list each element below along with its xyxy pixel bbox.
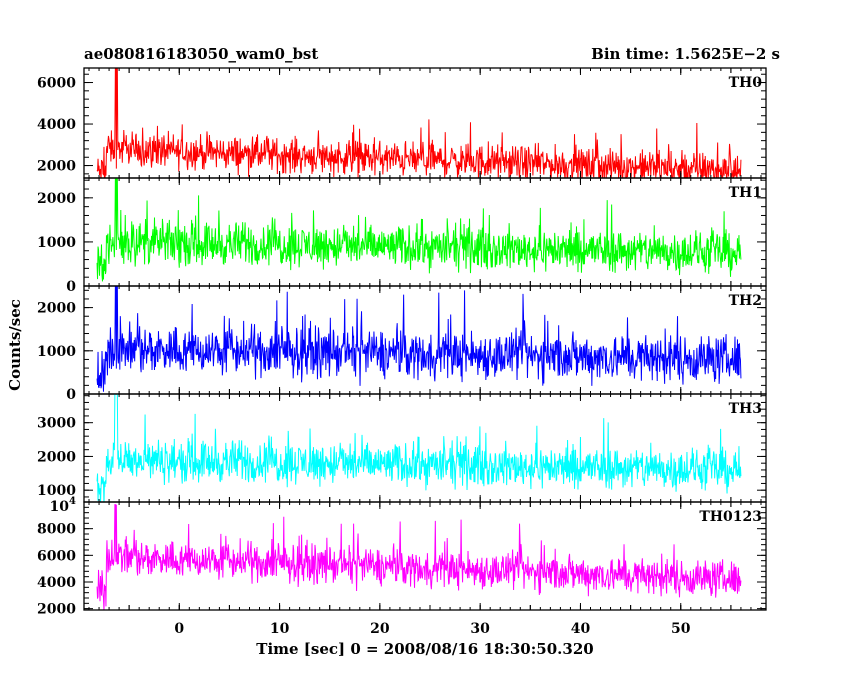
x-tick-label: 20 [370, 621, 390, 637]
y-tick-label: 2000 [37, 449, 76, 465]
y-tick-label: 6000 [37, 548, 76, 564]
x-tick-label: 0 [174, 621, 184, 637]
y-tick-label: 2000 [37, 602, 76, 618]
y-tick-label: 3000 [37, 416, 76, 432]
series-line-th0 [96, 68, 742, 178]
chart-title-left: ae080816183050_wam0_bst [84, 45, 318, 63]
y-tick-label: 0 [66, 387, 76, 403]
y-tick-label: 2000 [37, 159, 76, 175]
y-tick-label: 0 [66, 279, 76, 295]
chart-title-right: Bin time: 1.5625E−2 s [591, 45, 780, 63]
panel-frame [83, 501, 767, 611]
series-line-th1 [96, 178, 742, 282]
panel-frame [83, 67, 767, 179]
panel-label-th2: TH2 [729, 293, 762, 309]
panel-label-th0: TH0 [729, 75, 763, 91]
x-tick-label: 10 [270, 621, 290, 637]
y-tick-exponent: 4 [69, 496, 76, 507]
y-tick-label: 1000 [37, 344, 76, 360]
panel-th0: 2000 4000 6000 TH0 [37, 67, 767, 179]
y-tick-label: 8000 [37, 522, 76, 538]
panel-th0123: 2000 4000 6000 8000 104 TH0123 [37, 496, 767, 618]
y-tick-label: 4000 [37, 575, 76, 591]
panel-th3: 1000 2000 3000 TH3 [37, 393, 767, 503]
panel-th2: 0 1000 2000 TH2 [37, 285, 767, 403]
y-axis-label: Counts/sec [6, 299, 24, 391]
series-line-th2 [96, 286, 742, 392]
y-tick-label: 1000 [37, 483, 76, 499]
x-tick-label: 30 [470, 621, 490, 637]
y-tick-label: 2000 [37, 301, 76, 317]
panel-label-th3: TH3 [729, 401, 762, 417]
panel-frame [83, 285, 767, 395]
x-tick-label: 50 [671, 621, 691, 637]
y-tick-label: 2000 [37, 191, 76, 207]
series-line-th3 [96, 394, 742, 502]
panel-label-th1: TH1 [729, 185, 762, 201]
panels-group: 2000 4000 6000 TH0 0 1000 2000 TH1 0 1000 2000 TH2 1… [37, 67, 767, 618]
y-tick-label: 1000 [37, 235, 76, 251]
y-tick-label: 4000 [37, 117, 76, 133]
panel-label-th0123: TH0123 [699, 509, 762, 525]
panel-frame [83, 177, 767, 287]
panel-th1: 0 1000 2000 TH1 [37, 177, 767, 295]
x-axis: 0 10 20 30 40 50 [174, 621, 690, 637]
x-tick-label: 40 [571, 621, 591, 637]
x-axis-label: Time [sec] 0 = 2008/08/16 18:30:50.320 [256, 640, 593, 658]
series-line-th0123 [96, 504, 742, 610]
y-tick-label: 104 [50, 496, 76, 515]
y-tick-label: 6000 [37, 76, 76, 92]
